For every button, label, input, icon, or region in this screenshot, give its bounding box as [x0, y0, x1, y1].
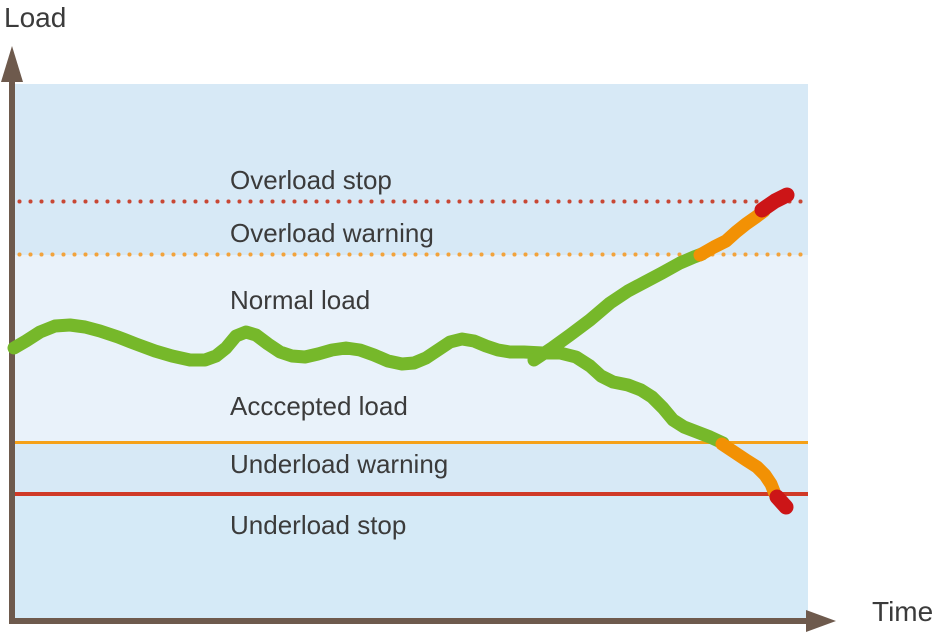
zone-label-underload-warning: Underload warning	[230, 449, 449, 479]
underload-warning-zone-band	[14, 443, 808, 494]
zone-label-accepted-load: Acccepted load	[230, 391, 408, 421]
zone-label-overload-warning: Overload warning	[230, 218, 434, 248]
underload-stop-line	[14, 492, 808, 496]
x-axis	[9, 618, 807, 624]
overload-warning-line	[14, 252, 808, 257]
zone-label-normal-load: Normal load	[230, 285, 371, 315]
underload-warning-line	[14, 441, 808, 444]
y-axis	[9, 60, 15, 622]
y-axis-label: Load	[4, 2, 67, 33]
overload-zone-band	[14, 84, 808, 255]
y-axis-arrow-icon	[1, 46, 23, 82]
underload-stop-zone-band	[14, 494, 808, 618]
zone-label-underload-stop: Underload stop	[230, 510, 407, 540]
x-axis-label: Time	[872, 596, 934, 627]
overload-stop-line	[14, 199, 808, 204]
x-axis-arrow-icon	[806, 610, 836, 632]
plot-area: Overload stop Overload warning Normal lo…	[14, 84, 808, 618]
zone-label-overload-stop: Overload stop	[230, 165, 392, 195]
